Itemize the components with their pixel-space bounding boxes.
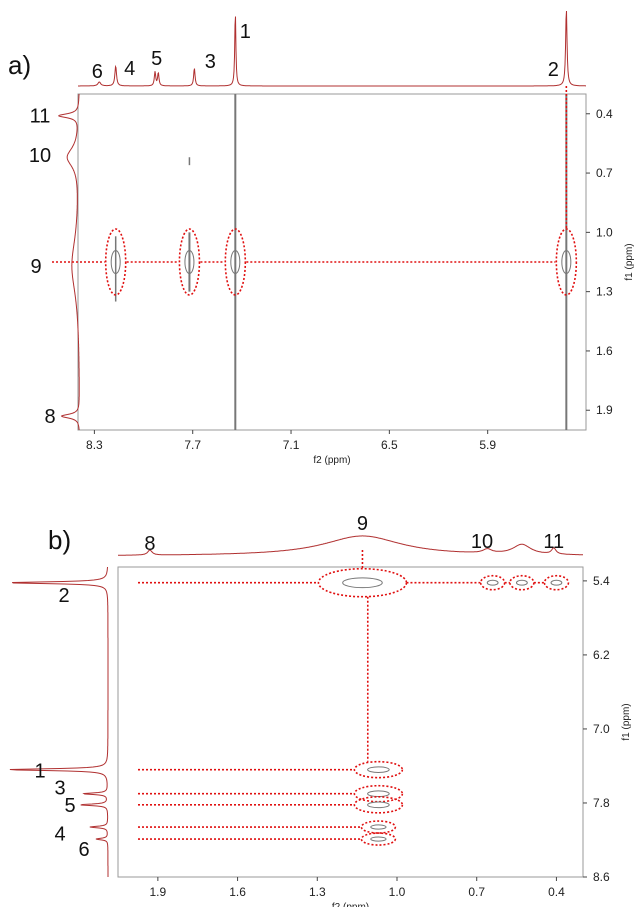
b-x-tick-label: 0.7 (468, 885, 485, 899)
b-y-tick-label: 8.6 (593, 870, 610, 884)
b-left-peak-label: 2 (58, 585, 69, 607)
b-x-tick-label: 1.9 (150, 885, 167, 899)
b-y-axis-label: f1 (ppm) (621, 703, 632, 740)
b-cross-peak-marker (353, 760, 404, 779)
b-cross-peak-marker (543, 574, 570, 591)
a-y-axis-label: f1 (ppm) (624, 243, 635, 280)
b-top-peak-label: 8 (144, 533, 155, 555)
b-top-peak-label: 10 (471, 531, 493, 553)
b-x-tick-label: 1.3 (309, 885, 326, 899)
b-left-peak-label: 1 (34, 761, 45, 783)
b-y-tick-label: 5.4 (593, 574, 610, 588)
a-y-tick-label: 1.6 (596, 344, 613, 358)
b-cross-peak-contour (367, 766, 390, 773)
a-y-tick-label: 1.9 (596, 403, 613, 417)
b-x-tick-label: 1.0 (389, 885, 406, 899)
a-x-tick-label: 7.1 (283, 438, 300, 452)
b-cross-peak-contour (367, 801, 390, 809)
a-top-peak-label: 1 (240, 21, 251, 43)
b-cross-peak-marker (317, 567, 408, 598)
a-cross-peak-contour (110, 249, 121, 275)
b-top-projection-spectrum (118, 535, 583, 556)
a-cross-peak-contour (561, 249, 572, 275)
a-top-peak-label: 4 (124, 58, 135, 80)
a-cross-peak-contour (230, 249, 241, 275)
b-cross-peak-contour (486, 579, 499, 586)
a-y-tick-label: 0.7 (596, 166, 613, 180)
b-cross-peak-contour (515, 579, 528, 586)
b-x-tick-label: 1.6 (229, 885, 246, 899)
b-top-peak-label: 11 (543, 531, 564, 553)
b-left-peak-label: 4 (54, 824, 65, 846)
b-y-tick-label: 6.2 (593, 648, 610, 662)
b-cross-peak-contour (370, 824, 387, 830)
b-cross-peak-contour (367, 790, 390, 798)
b-left-peak-label: 5 (64, 795, 75, 817)
a-top-peak-label: 6 (92, 61, 103, 83)
b-plot-frame (117, 566, 584, 878)
a-x-tick-label: 8.3 (86, 438, 103, 452)
b-left-peak-label: 6 (78, 839, 89, 861)
panel-label-b: b) (48, 525, 72, 555)
b-y-tick-label: 7.0 (593, 722, 610, 736)
b-x-tick-label: 0.4 (548, 885, 565, 899)
a-left-peak-label: 9 (30, 256, 41, 278)
b-cross-peak-contour (370, 836, 387, 842)
a-cross-peak-marker (224, 228, 247, 296)
a-y-tick-label: 1.0 (596, 225, 613, 239)
a-top-peak-label: 2 (548, 59, 559, 81)
b-left-projection-spectrum (9, 567, 109, 877)
a-left-peak-label: 10 (29, 145, 51, 167)
panel-label-a: a) (8, 50, 32, 80)
b-cross-peak-marker (353, 796, 404, 814)
b-cross-peak-marker (479, 574, 506, 591)
b-cross-peak-contour (342, 577, 383, 589)
a-x-tick-label: 7.7 (184, 438, 201, 452)
b-top-peak-label: 9 (357, 513, 368, 535)
b-x-axis-label: f2 (ppm) (332, 902, 369, 907)
a-left-projection-spectrum (58, 94, 80, 430)
chart-b-cosy-spectrum: 1.9 1.6 1.3 1.0 0.7 0.4 5.4 6.2 7.0 7.8 8.6 f2 (ppm… (9, 513, 632, 907)
b-cross-peak-contour (550, 579, 563, 586)
a-y-tick-label: 0.4 (596, 107, 613, 121)
a-left-peak-label: 8 (44, 406, 55, 428)
a-x-axis-label: f2 (ppm) (313, 455, 350, 466)
b-y-tick-label: 7.8 (593, 796, 610, 810)
b-cross-peak-marker (360, 820, 397, 834)
b-cross-peak-marker (360, 832, 397, 846)
a-y-tick-label: 1.3 (596, 285, 613, 299)
chart-a-cosy-spectrum: 8.3 7.7 7.1 6.5 5.9 0.4 0.7 1.0 1.3 1.6 1.9 f2 (ppm… (29, 10, 635, 466)
a-top-peak-label: 3 (205, 51, 216, 73)
a-cross-peak-marker (104, 228, 127, 296)
b-cross-peak-marker (509, 574, 535, 591)
a-top-projection-spectrum (78, 10, 586, 87)
b-left-peak-label: 3 (54, 778, 65, 800)
a-cross-peak-marker (178, 228, 201, 296)
a-x-tick-label: 6.5 (381, 438, 398, 452)
a-left-peak-label: 11 (30, 106, 51, 128)
a-top-peak-label: 5 (151, 48, 162, 70)
a-cross-peak-marker (555, 228, 578, 296)
a-x-tick-label: 5.9 (479, 438, 496, 452)
a-cross-peak-contour (184, 249, 195, 275)
